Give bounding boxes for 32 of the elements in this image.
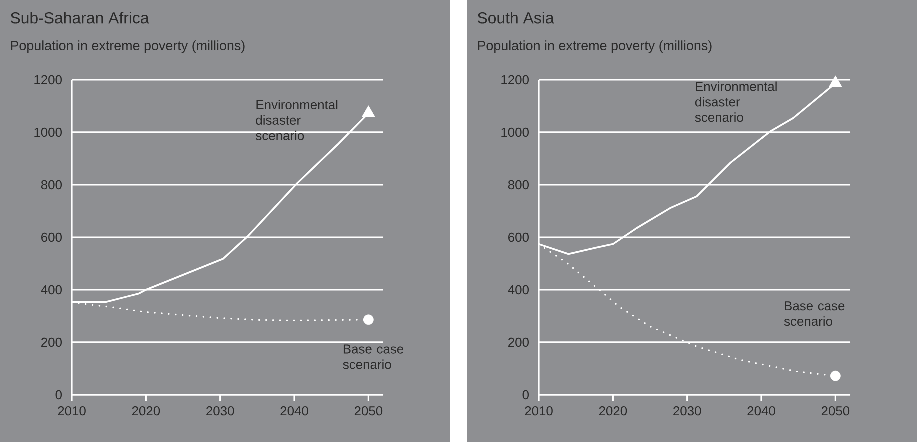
- x-tick-label: 2040: [280, 406, 308, 416]
- x-tick-label: 2010: [525, 406, 553, 416]
- y-tick-label: 200: [508, 338, 529, 348]
- x-tick-label: 2010: [58, 406, 86, 416]
- x-tick-label: 2050: [354, 406, 383, 416]
- x-tick-label: 2030: [674, 406, 702, 416]
- y-tick-label: 800: [41, 180, 62, 190]
- x-tick-label: 2050: [822, 406, 850, 416]
- chart-title: Sub-Saharan Africa: [10, 12, 150, 24]
- x-tick-label: 2040: [748, 406, 776, 416]
- x-tick-label: 2020: [599, 406, 628, 416]
- x-tick-label: 2020: [132, 406, 160, 416]
- x-tick-label: 2030: [206, 406, 234, 416]
- y-axis-title: Population in extreme poverty (millions): [11, 40, 245, 54]
- y-axis-title: Population in extreme poverty (millions): [478, 40, 712, 54]
- y-tick-label: 200: [42, 338, 62, 348]
- y-tick-label: 600: [42, 232, 62, 242]
- y-tick-label: 0: [522, 390, 529, 400]
- annotation: Environmental disaster scenario: [256, 100, 338, 140]
- chart-title: South Asia: [478, 12, 554, 24]
- annotation: Base case scenario: [784, 302, 845, 326]
- y-tick-label: 600: [508, 232, 529, 242]
- y-tick-label: 1200: [34, 75, 62, 85]
- y-tick-label: 400: [41, 285, 62, 295]
- annotation: Environmental disaster scenario: [695, 82, 777, 122]
- y-tick-label: 1200: [502, 75, 529, 85]
- y-tick-label: 0: [56, 390, 62, 400]
- y-tick-label: 400: [508, 285, 529, 295]
- y-tick-label: 1000: [34, 128, 62, 138]
- y-tick-label: 1000: [502, 128, 529, 138]
- annotation: Base case scenario: [343, 344, 404, 370]
- y-tick-label: 800: [508, 180, 529, 190]
